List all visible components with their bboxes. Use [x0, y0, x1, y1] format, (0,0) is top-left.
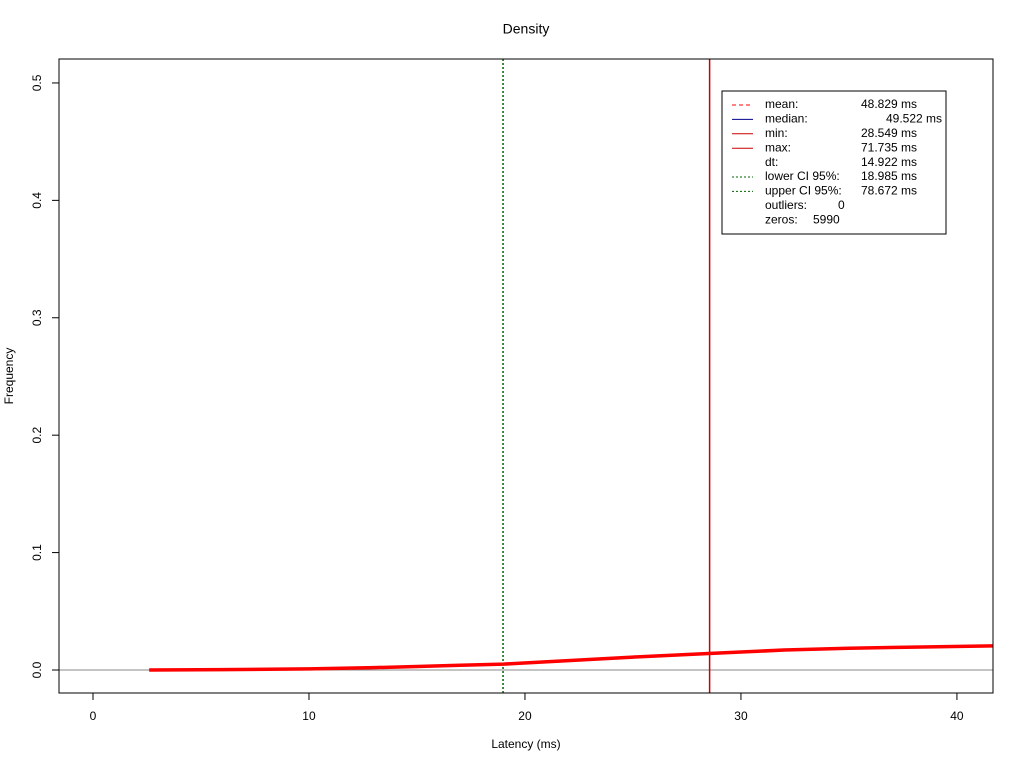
legend-value: 18.985 ms [861, 169, 917, 183]
x-axis-label: Latency (ms) [491, 737, 560, 751]
legend-label: outliers: [765, 198, 807, 212]
legend-box [721, 90, 947, 235]
y-tick-label: 0.0 [30, 661, 44, 678]
x-tick-label: 30 [734, 709, 748, 723]
legend-label: lower CI 95%: [765, 169, 840, 183]
legend-value: 28.549 ms [861, 126, 917, 140]
legend-value: 48.829 ms [861, 97, 917, 111]
legend-label: max: [765, 140, 791, 154]
plot-area [59, 59, 993, 693]
x-tick-label: 20 [518, 709, 532, 723]
legend-label: dt: [765, 155, 778, 169]
legend-value: 78.672 ms [861, 184, 917, 198]
y-axis-label: Frequency [2, 348, 16, 405]
x-tick-label: 10 [302, 709, 316, 723]
chart-title: Density [503, 21, 550, 37]
y-tick-label: 0.1 [30, 544, 44, 561]
x-tick-label: 0 [90, 709, 97, 723]
legend-value: 49.522 ms [886, 112, 942, 126]
x-tick-label: 40 [950, 709, 964, 723]
legend-label: upper CI 95%: [765, 184, 842, 198]
y-tick-label: 0.2 [30, 427, 44, 444]
legend-label: zeros: [765, 212, 798, 226]
legend-value: 5990 [813, 212, 840, 226]
legend-label: mean: [765, 97, 798, 111]
legend-value: 0 [838, 198, 845, 212]
y-tick-label: 0.5 [30, 74, 44, 91]
legend-label: median: [765, 112, 808, 126]
plot-frame [58, 58, 994, 694]
y-tick-label: 0.3 [30, 309, 44, 326]
legend-value: 14.922 ms [861, 155, 917, 169]
legend-value: 71.735 ms [861, 140, 917, 154]
density-curve [149, 644, 993, 672]
legend-label: min: [765, 126, 788, 140]
y-tick-label: 0.4 [30, 192, 44, 209]
